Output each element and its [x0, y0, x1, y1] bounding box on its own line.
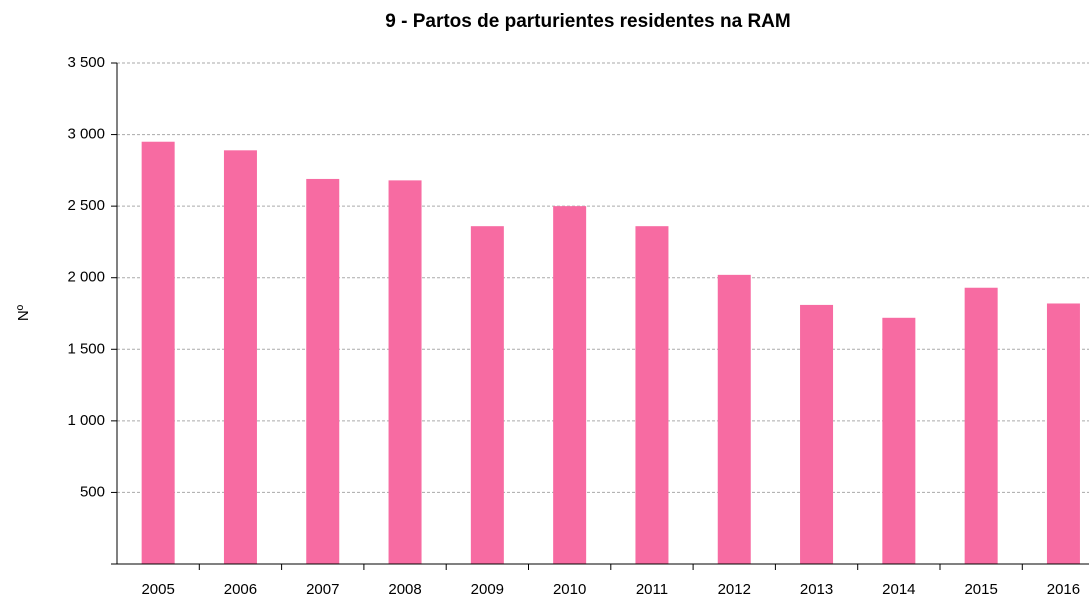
y-tick-label: 500	[80, 483, 105, 500]
bar	[800, 304, 834, 564]
y-tick-label: 1 000	[67, 412, 105, 429]
x-tick-label: 2016	[1047, 581, 1080, 598]
y-tick-label: 3 500	[67, 54, 105, 71]
bar	[306, 178, 340, 564]
x-tick-label: 2015	[964, 581, 997, 598]
x-tick-label: 2009	[471, 581, 504, 598]
x-tick-label: 2014	[882, 581, 915, 598]
y-tick-label: 2 000	[67, 269, 105, 286]
bar	[470, 226, 504, 564]
bar	[882, 317, 916, 564]
x-tick-label: 2010	[553, 581, 586, 598]
bar	[388, 180, 422, 564]
y-axis-label: Nº	[15, 304, 32, 321]
bar	[553, 206, 587, 564]
bar	[717, 274, 751, 564]
x-tick-label: 2005	[141, 581, 174, 598]
bar	[223, 150, 257, 564]
bar	[635, 226, 669, 564]
x-tick-label: 2007	[306, 581, 339, 598]
y-tick-label: 3 000	[67, 126, 105, 143]
x-tick-label: 2008	[388, 581, 421, 598]
x-tick-label: 2012	[718, 581, 751, 598]
bar	[141, 141, 175, 564]
chart-title: 9 - Partos de parturientes residentes na…	[385, 11, 790, 32]
x-tick-label: 2011	[636, 581, 668, 598]
y-tick-label: 1 500	[67, 340, 105, 357]
y-tick-label: 2 500	[67, 197, 105, 214]
x-tick-label: 2006	[224, 581, 257, 598]
bar	[964, 287, 998, 564]
bar	[1046, 303, 1080, 564]
x-tick-label: 2013	[800, 581, 833, 598]
